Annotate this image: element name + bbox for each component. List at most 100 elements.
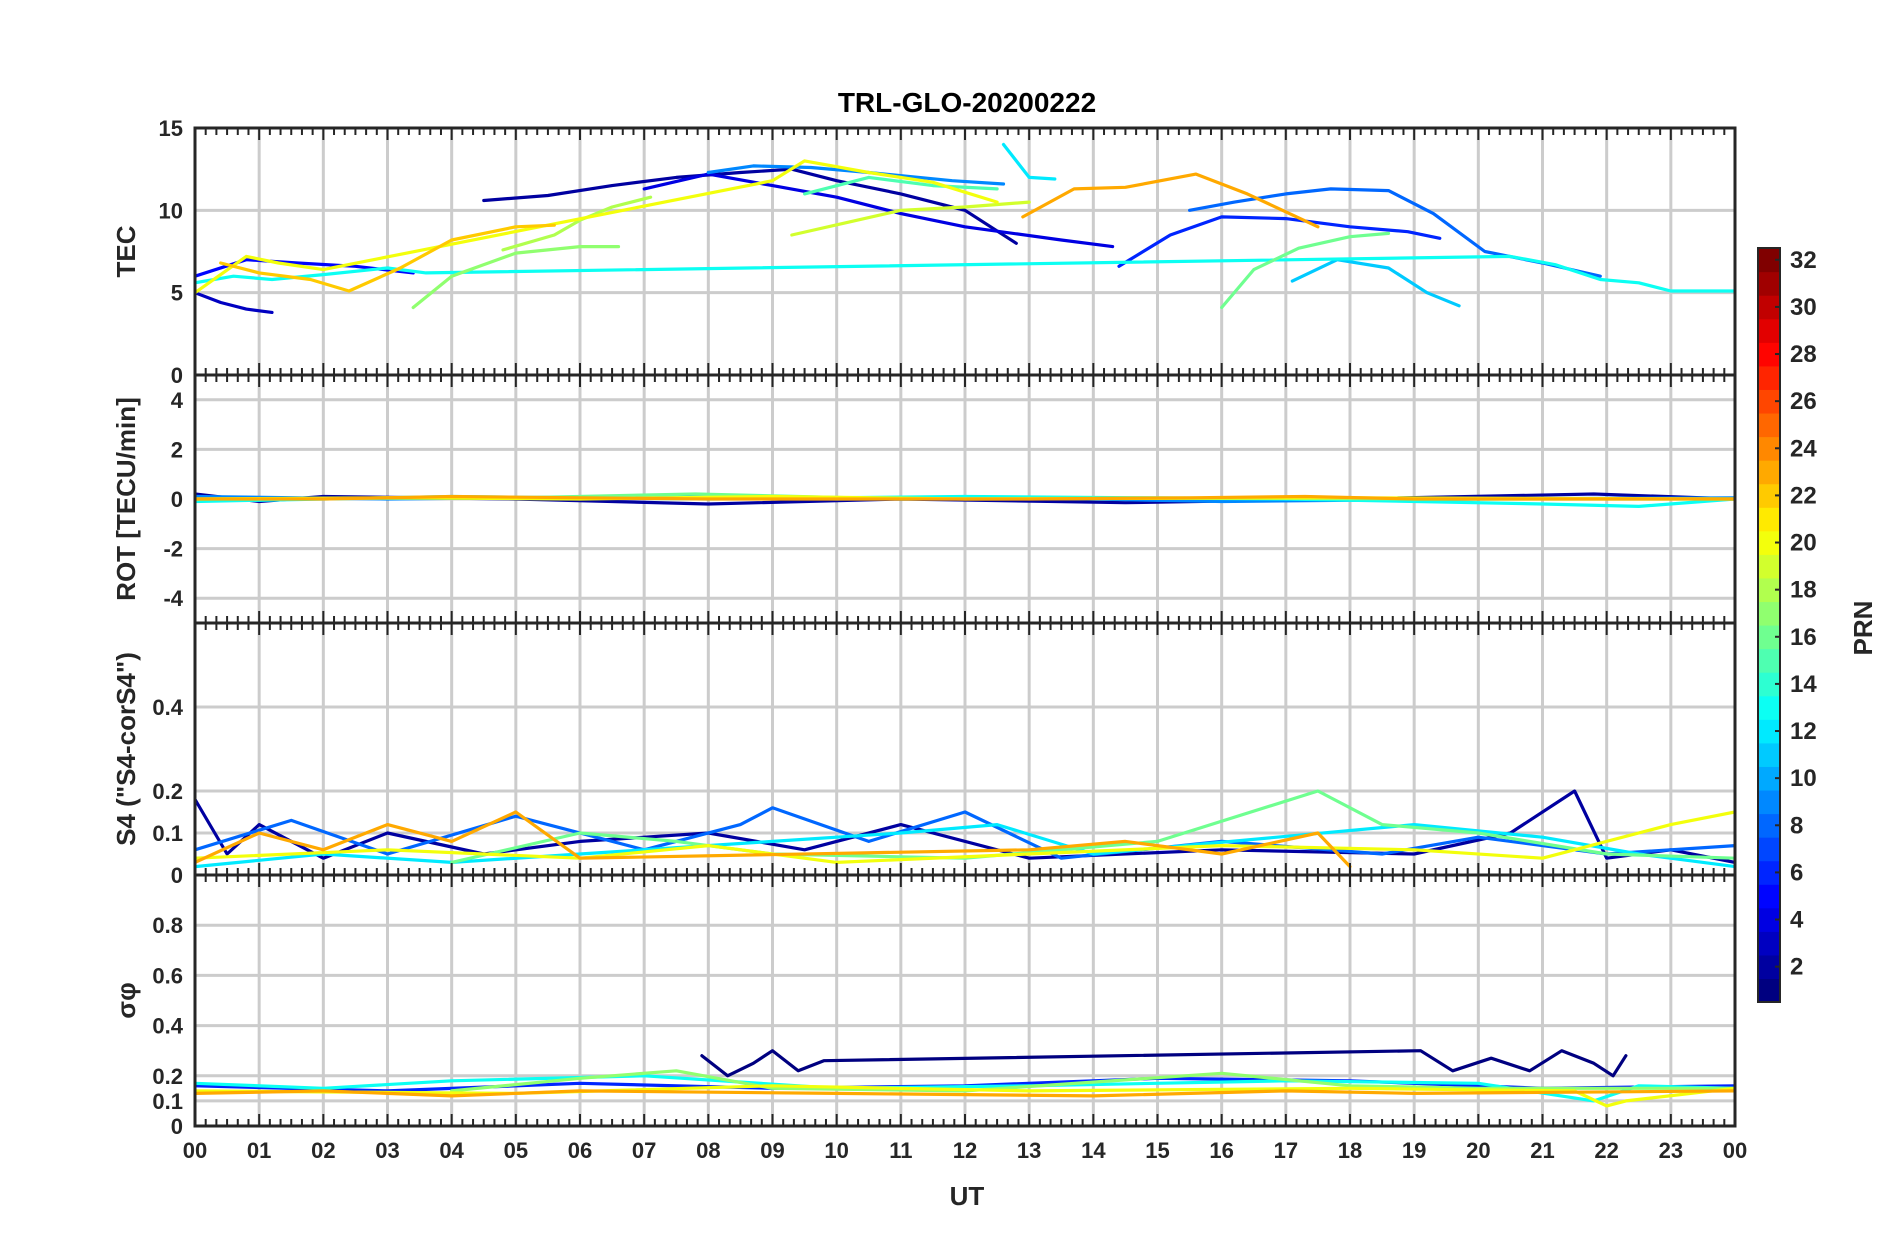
- y-tick-label: 0.8: [152, 913, 183, 938]
- colorbar-swatch: [1758, 295, 1780, 320]
- x-tick-label: 08: [696, 1138, 720, 1163]
- x-tick-label: 00: [183, 1138, 207, 1163]
- colorbar-swatch: [1758, 978, 1780, 1003]
- colorbar-swatch: [1758, 460, 1780, 485]
- colorbar-tick-label: 8: [1790, 812, 1803, 839]
- colorbar-tick-label: 14: [1790, 671, 1817, 698]
- colorbar-swatch: [1758, 507, 1780, 532]
- x-tick-label: 13: [1017, 1138, 1041, 1163]
- x-tick-label: 14: [1081, 1138, 1106, 1163]
- colorbar-tick-label: 32: [1790, 247, 1817, 274]
- series-line-prn-22: [219, 223, 556, 293]
- colorbar-swatch: [1758, 742, 1780, 767]
- panel-frame: [193, 873, 1737, 1128]
- series-line-prn-2: [482, 167, 1018, 245]
- series-group: [195, 789, 1735, 869]
- panel-rot: -4 -2 0 2 4 ROT [TECU/min]: [111, 373, 1737, 625]
- y-tick-label: 0.6: [152, 963, 183, 988]
- colorbar-swatch: [1758, 389, 1780, 414]
- y-tick-label: -4: [163, 586, 183, 611]
- series-group: [195, 1049, 1735, 1108]
- series-line-prn-15: [803, 175, 999, 196]
- series-line-prn-16: [450, 789, 1735, 864]
- colorbar-tick-label: 22: [1790, 482, 1817, 509]
- y-tick-label: 0.1: [152, 1089, 183, 1114]
- y-tick-label: 10: [159, 198, 183, 223]
- colorbar-swatch: [1758, 577, 1780, 603]
- y-tick-label: -2: [163, 537, 183, 562]
- x-tick-label: 19: [1402, 1138, 1426, 1163]
- series-line-prn-1: [700, 1049, 1628, 1078]
- colorbar-swatch: [1758, 931, 1780, 956]
- y-tick-label: 4: [171, 388, 184, 413]
- series-line-prn-8: [195, 806, 1735, 860]
- series-line-prn-9: [706, 164, 1006, 186]
- series-line-prn-4: [642, 172, 1115, 249]
- y-axis-label-tec: TEC: [111, 225, 141, 277]
- x-tick-label: 06: [568, 1138, 592, 1163]
- colorbar-swatch: [1758, 907, 1780, 932]
- colorbar-swatch: [1758, 954, 1780, 980]
- x-tick-label: 03: [375, 1138, 399, 1163]
- series-line-prn-23: [195, 810, 1352, 869]
- y-tick-label: 0: [171, 363, 183, 388]
- colorbar-swatch: [1758, 365, 1780, 390]
- y-axis-label-sigma: σφ: [111, 982, 141, 1018]
- series-line-prn-23: [1021, 172, 1320, 229]
- colorbar-tick-label: 2: [1790, 954, 1803, 981]
- x-tick-label: 09: [760, 1138, 784, 1163]
- colorbar-swatch: [1758, 436, 1780, 461]
- colorbar-swatch: [1758, 271, 1780, 296]
- colorbar-label: PRN: [1848, 601, 1878, 656]
- x-tick-label: 16: [1209, 1138, 1233, 1163]
- colorbar-tick-label: 4: [1790, 907, 1804, 934]
- series-line-prn-3: [195, 291, 274, 314]
- colorbar-swatch: [1758, 412, 1780, 438]
- colorbar-swatch: [1758, 789, 1780, 815]
- colorbar-tick-label: 6: [1790, 859, 1803, 886]
- y-tick-label: 0: [171, 863, 183, 888]
- series-line-prn-12: [1001, 142, 1057, 181]
- colorbar-swatch: [1758, 672, 1780, 697]
- series-line-prn-6: [1117, 215, 1442, 268]
- x-tick-label: 02: [311, 1138, 335, 1163]
- x-tick-label: 18: [1338, 1138, 1362, 1163]
- x-tick-label: 01: [247, 1138, 271, 1163]
- x-tick-label: 00: [1723, 1138, 1747, 1163]
- series-line-prn-23: [195, 1089, 1735, 1098]
- series-line-prn-17: [411, 245, 621, 310]
- x-tick-label: 15: [1145, 1138, 1169, 1163]
- x-tick-label: 04: [439, 1138, 464, 1163]
- colorbar-swatch: [1758, 530, 1780, 555]
- panel-tec: 0 5 10 15 TEC: [111, 116, 1737, 388]
- y-tick-label: 15: [159, 116, 183, 141]
- colorbar-swatch: [1758, 318, 1780, 343]
- colorbar-tick-label: 10: [1790, 765, 1817, 792]
- y-tick-label: 0.1: [152, 821, 183, 846]
- colorbar-swatch: [1758, 601, 1780, 626]
- series-line-prn-19: [790, 200, 1031, 237]
- series-line-prn-12: [195, 823, 1735, 869]
- colorbar-swatch: [1758, 554, 1780, 579]
- colorbar-swatch: [1758, 695, 1780, 720]
- colorbar-swatch: [1758, 625, 1780, 650]
- colorbar-tick-label: 20: [1790, 530, 1817, 557]
- panel-sigma: 00.10.2 0.4 0.6 0.8 σφ: [111, 873, 1737, 1139]
- series-group: [195, 492, 1735, 508]
- series-group: [195, 142, 1735, 314]
- y-tick-label: 0: [171, 487, 183, 512]
- panel-s4: 0 0.1 0.2 0.4 S4 ("S4-corS4"): [111, 621, 1737, 888]
- colorbar-swatch: [1758, 860, 1780, 885]
- x-axis-label: UT: [950, 1181, 985, 1211]
- colorbar-tick-label: 26: [1790, 388, 1817, 415]
- y-tick-label: 0.4: [152, 695, 183, 720]
- colorbar-tick-label: 16: [1790, 624, 1817, 651]
- x-tick-label: 21: [1530, 1138, 1554, 1163]
- y-tick-label: 0.2: [152, 779, 183, 804]
- chart-title: TRL-GLO-20200222: [838, 87, 1096, 118]
- colorbar-swatch: [1758, 248, 1780, 273]
- x-tick-label: 07: [632, 1138, 656, 1163]
- series-line-prn-20: [195, 810, 1735, 864]
- colorbar-swatch: [1758, 766, 1780, 791]
- colorbar-swatch: [1758, 719, 1780, 744]
